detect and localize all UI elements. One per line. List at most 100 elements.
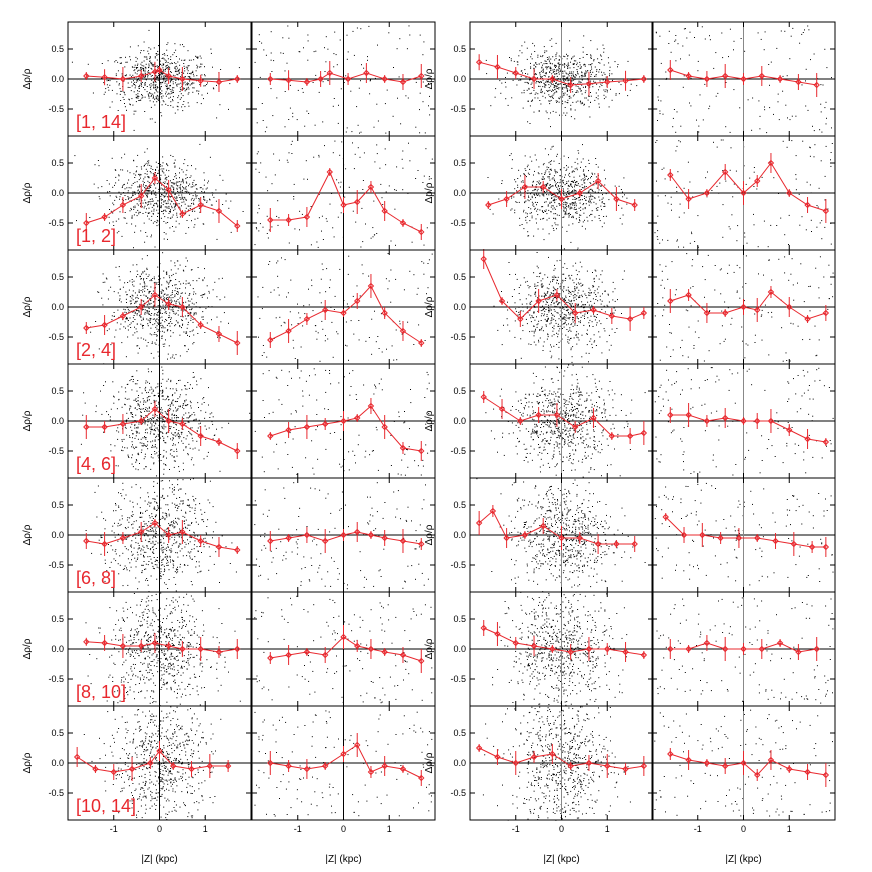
scatter-point	[544, 85, 546, 87]
scatter-point	[564, 56, 566, 58]
scatter-point	[570, 311, 572, 313]
scatter-point	[744, 232, 746, 234]
scatter-point	[545, 324, 547, 326]
scatter-point	[118, 83, 120, 85]
scatter-point	[739, 107, 741, 109]
scatter-point	[522, 72, 523, 74]
scatter-point	[363, 152, 365, 154]
scatter-point	[575, 262, 577, 264]
scatter-point	[339, 268, 341, 270]
y-tick-label: -0.5	[450, 104, 466, 114]
scatter-point	[533, 235, 535, 237]
scatter-point	[722, 139, 724, 141]
scatter-point	[562, 103, 564, 105]
scatter-point	[529, 212, 531, 214]
scatter-point	[203, 172, 205, 174]
scatter-point	[548, 94, 550, 96]
scatter-point	[708, 108, 710, 110]
scatter-point	[601, 201, 603, 203]
scatter-point	[143, 305, 145, 307]
scatter-point	[831, 127, 832, 129]
scatter-point	[318, 154, 320, 156]
scatter-point	[586, 71, 588, 73]
scatter-point	[529, 310, 531, 312]
scatter-point	[525, 217, 527, 219]
scatter-point	[552, 314, 554, 316]
scatter-point	[551, 90, 553, 92]
scatter-point	[557, 69, 559, 71]
scatter-point	[223, 312, 225, 314]
scatter-point	[176, 196, 178, 198]
scatter-point	[359, 295, 361, 297]
scatter-point	[319, 292, 321, 294]
scatter-point	[553, 345, 555, 347]
scatter-point	[182, 178, 184, 180]
scatter-point	[145, 190, 147, 192]
scatter-point	[683, 246, 685, 248]
scatter-point	[594, 316, 596, 318]
scatter-point	[167, 202, 169, 204]
scatter-point	[148, 313, 150, 315]
scatter-point	[573, 291, 575, 293]
scatter-point	[733, 49, 734, 51]
scatter-point	[175, 312, 177, 314]
scatter-point	[160, 64, 162, 65]
scatter-point	[157, 300, 159, 301]
scatter-point	[558, 189, 560, 191]
scatter-point	[188, 294, 190, 296]
scatter-point	[154, 308, 156, 310]
scatter-point	[588, 95, 590, 97]
scatter-point	[555, 111, 557, 113]
scatter-point	[505, 98, 507, 100]
scatter-point	[550, 211, 552, 213]
scatter-point	[212, 87, 214, 89]
scatter-point	[184, 90, 186, 92]
scatter-point	[138, 309, 140, 311]
scatter-point	[187, 209, 189, 211]
scatter-point	[190, 319, 192, 321]
scatter-point	[558, 97, 560, 99]
scatter-point	[544, 92, 546, 94]
scatter-point	[137, 352, 139, 354]
scatter-point	[527, 190, 529, 192]
scatter-point	[185, 257, 187, 259]
scatter-point	[154, 313, 156, 315]
scatter-point	[152, 213, 154, 214]
scatter-point	[190, 72, 192, 74]
scatter-point	[109, 106, 111, 108]
scatter-point	[179, 172, 180, 174]
scatter-point	[151, 79, 153, 81]
scatter-point	[564, 321, 566, 323]
scatter-point	[173, 162, 175, 164]
scatter-point	[541, 91, 543, 93]
scatter-point	[172, 308, 174, 310]
scatter-point	[578, 296, 580, 298]
scatter-point	[193, 75, 195, 77]
scatter-point	[153, 174, 155, 176]
scatter-point	[525, 298, 527, 300]
scatter-point	[123, 99, 125, 100]
scatter-point	[527, 82, 529, 84]
scatter-point	[523, 196, 525, 198]
scatter-point	[526, 213, 528, 215]
scatter-point	[536, 77, 538, 79]
scatter-point	[373, 200, 375, 202]
scatter-point	[121, 62, 122, 64]
scatter-point	[586, 216, 588, 218]
scatter-point	[537, 208, 539, 210]
scatter-point	[683, 28, 685, 30]
scatter-point	[136, 300, 138, 302]
scatter-point	[187, 165, 189, 167]
binned-point	[604, 78, 611, 86]
scatter-point	[108, 183, 110, 185]
scatter-point	[605, 178, 606, 180]
scatter-point	[181, 59, 183, 61]
scatter-point	[140, 290, 142, 291]
scatter-point	[592, 195, 594, 197]
scatter-point	[588, 96, 590, 97]
scatter-point	[566, 268, 568, 269]
scatter-point	[273, 153, 275, 155]
binned-point	[521, 183, 529, 191]
scatter-point	[657, 96, 659, 98]
